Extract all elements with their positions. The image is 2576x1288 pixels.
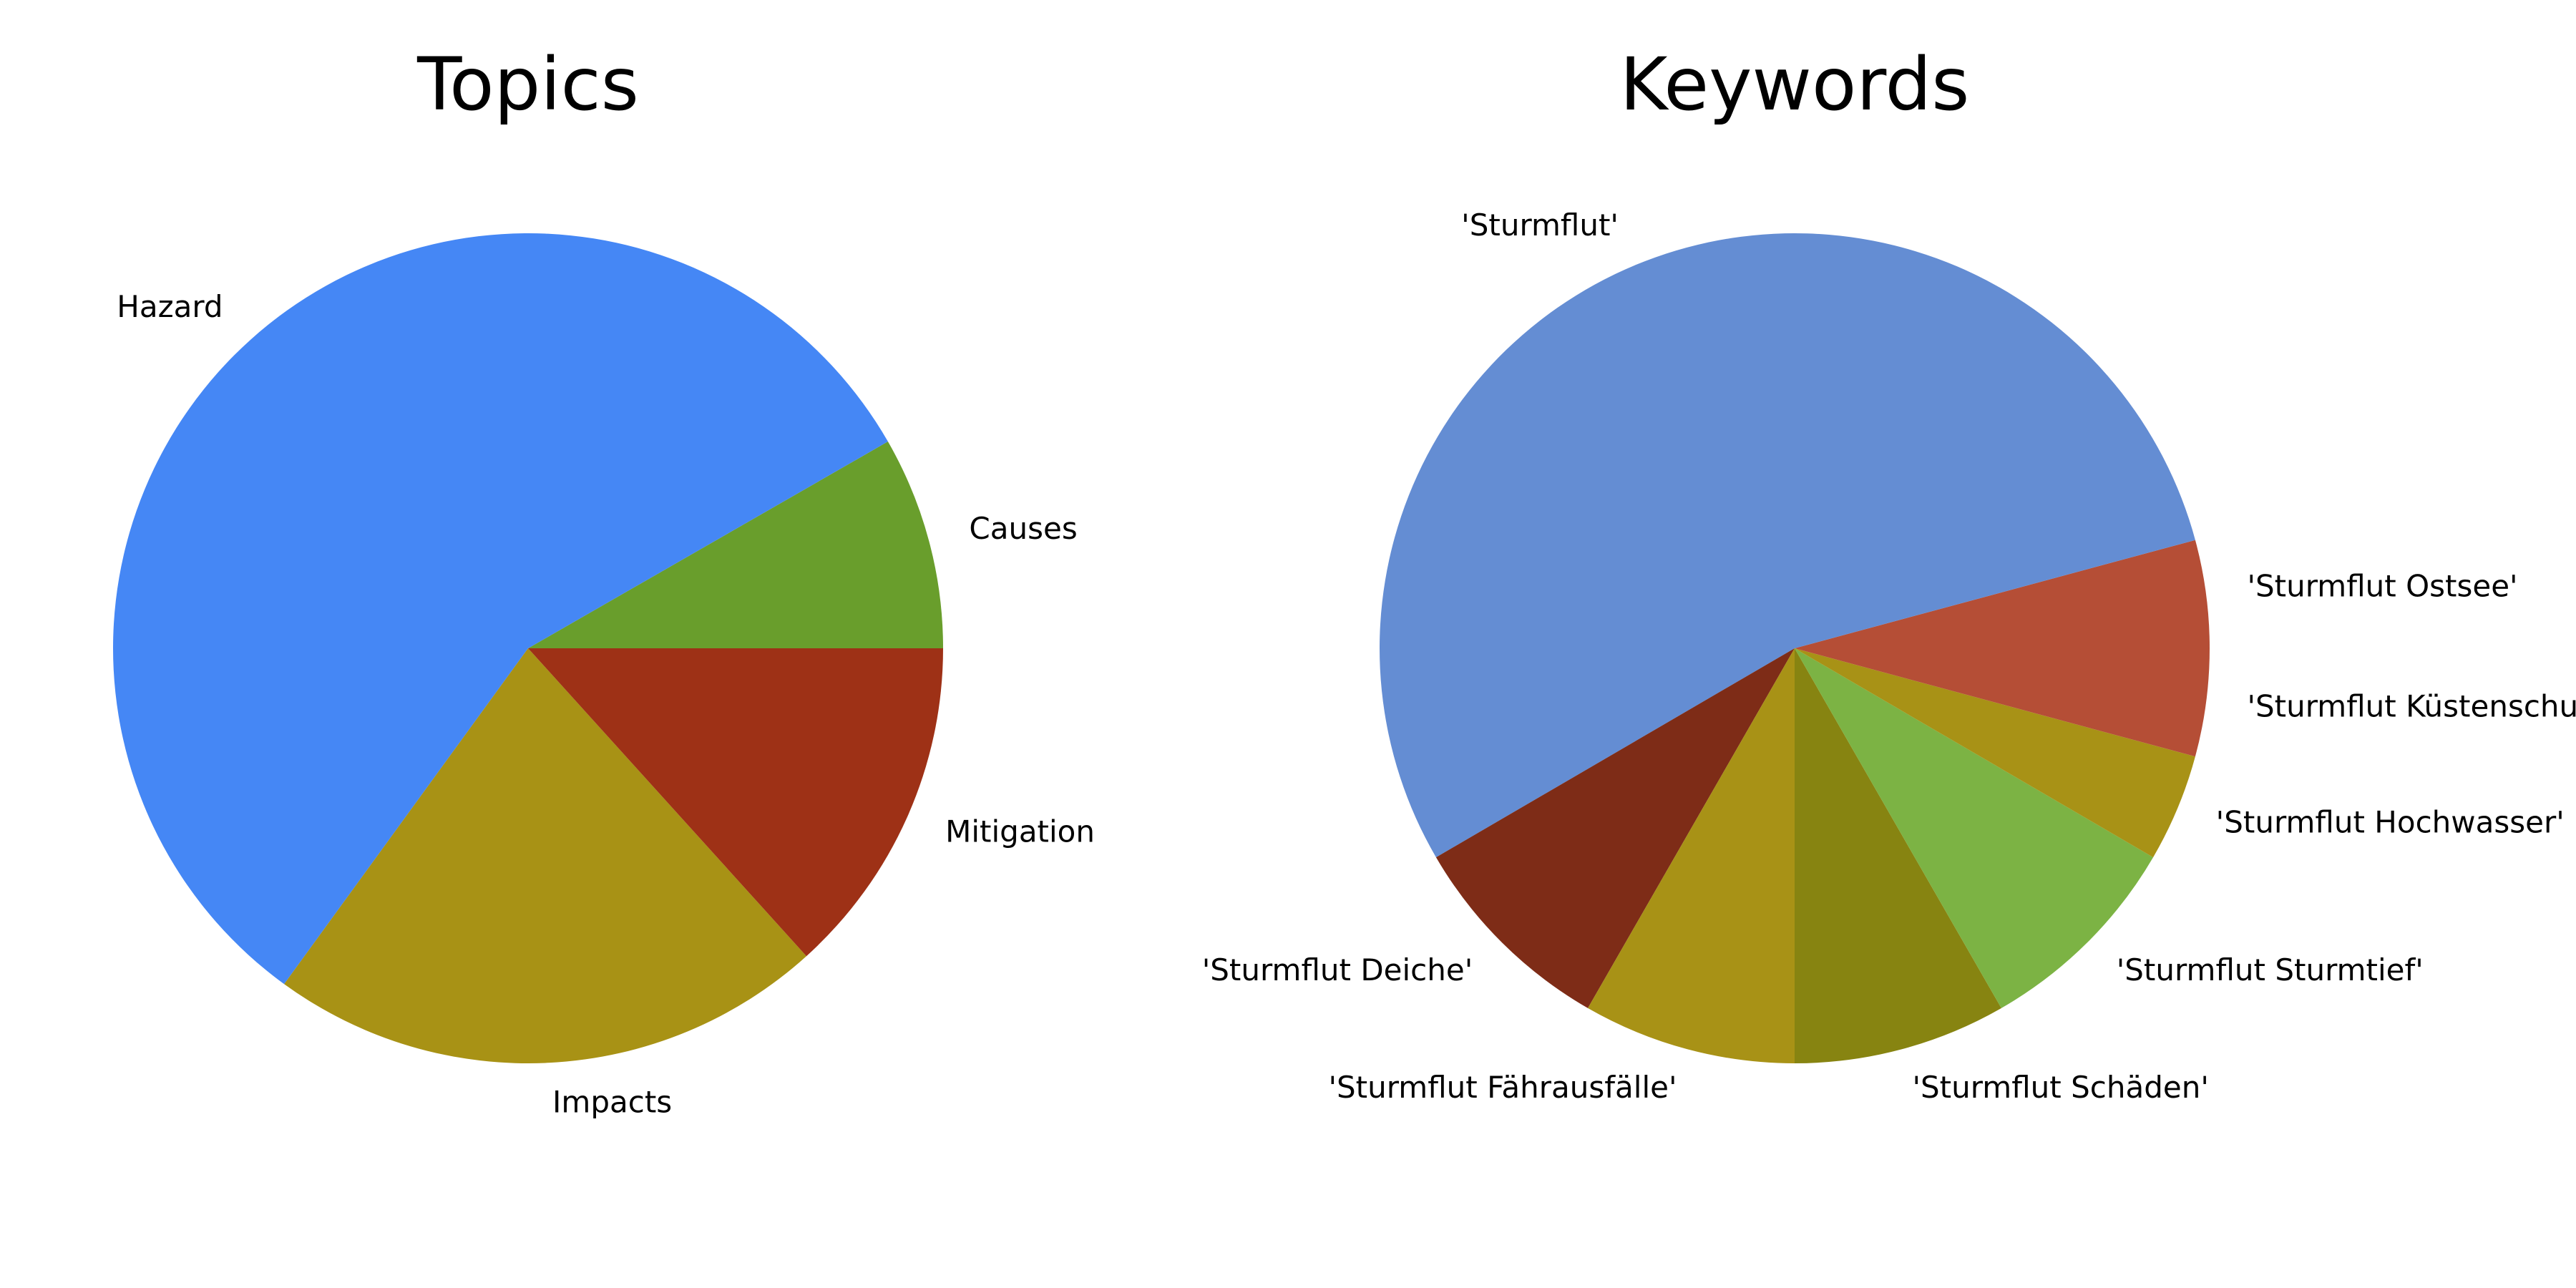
keywords-label-sturmflut-küstenschutz: 'Sturmflut Küstenschutz': [2247, 688, 2576, 723]
keywords-slice-sturmflut-ostsee: [1795, 540, 2210, 648]
topics-slice-mitigation: [528, 648, 943, 957]
topics-slice-labels: Causes Hazard Impacts Mitigation: [117, 289, 1095, 1120]
keywords-slice-sturmflut-küstenschutz: [1795, 648, 2210, 757]
keywords-slice-sturmflut: [1380, 233, 2195, 858]
keywords-label-sturmflut-hochwasser: 'Sturmflut Hochwasser': [2216, 805, 2565, 840]
keywords-slice-sturmflut-sturmtief: [1795, 648, 2154, 1008]
keywords-chart-title: Keywords: [1620, 42, 1970, 127]
keywords-slices: [1380, 233, 2210, 1063]
keywords-label-sturmflut-sturmtief: 'Sturmflut Sturmtief': [2117, 952, 2424, 987]
topics-label-hazard: Hazard: [117, 289, 223, 324]
keywords-slice-sturmflut-schäden: [1795, 648, 2001, 1063]
keywords-slice-sturmflut-fährausfälle: [1588, 648, 1795, 1063]
topics-pie-chart: Topics Causes Hazard Impacts Mitigation: [112, 42, 1095, 1120]
keywords-slice-sturmflut-deiche: [1435, 648, 1795, 1008]
keywords-label-sturmflut: 'Sturmflut': [1461, 208, 1619, 243]
keywords-label-sturmflut-deiche: 'Sturmflut Deiche': [1202, 952, 1473, 987]
topics-slice-impacts: [284, 648, 806, 1063]
keywords-label-sturmflut-schäden: 'Sturmflut Schäden': [1912, 1070, 2208, 1105]
keywords-slice-sturmflut-hochwasser: [1795, 648, 2195, 858]
keywords-pie-chart: Keywords 'Sturmflut Ostsee''Sturmflut''S…: [1202, 42, 2576, 1105]
topics-slices: [112, 233, 943, 1063]
keywords-slice-labels: 'Sturmflut Ostsee' 'Sturmflut' 'Sturmflut …: [1202, 208, 2576, 1105]
topics-slice-causes: [528, 441, 943, 648]
keywords-label-sturmflut-fährausfälle: 'Sturmflut Fährausfälle': [1328, 1070, 1677, 1105]
topics-label-mitigation: Mitigation: [945, 814, 1095, 849]
keywords-label-sturmflut-ostsee: 'Sturmflut Ostsee': [2247, 569, 2517, 604]
topics-label-impacts: Impacts: [552, 1085, 672, 1120]
topics-label-causes: Causes: [969, 511, 1077, 546]
topics-slice-hazard: [112, 233, 888, 985]
topics-chart-title: Topics: [416, 42, 639, 127]
